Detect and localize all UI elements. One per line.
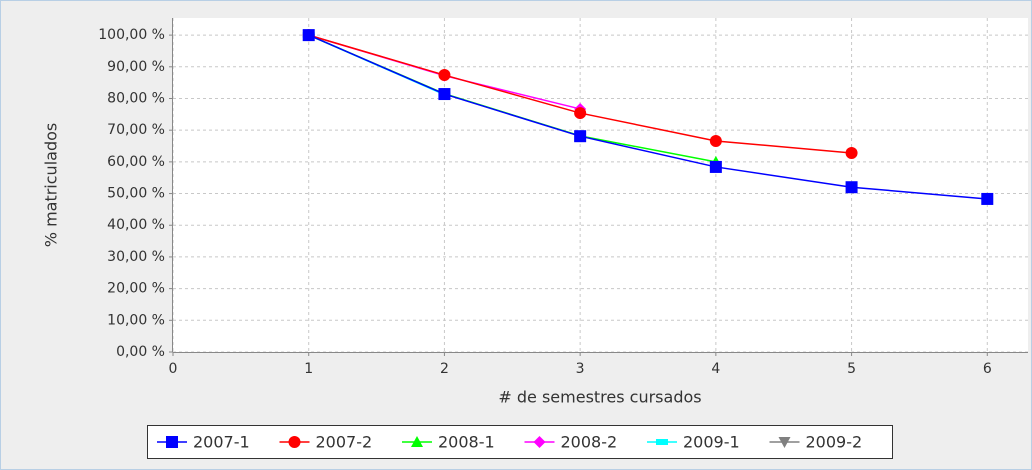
y-tick-label: 30,00 % bbox=[107, 249, 165, 265]
x-tick-label: 5 bbox=[847, 361, 856, 377]
marker bbox=[438, 88, 451, 101]
legend-label: 2008-2 bbox=[561, 433, 618, 452]
x-tick-label: 0 bbox=[169, 361, 178, 377]
marker bbox=[709, 134, 722, 147]
marker bbox=[845, 181, 858, 194]
y-tick-label: 70,00 % bbox=[107, 122, 165, 138]
marker bbox=[981, 192, 994, 205]
x-axis-title: # de semestres cursados bbox=[498, 388, 701, 407]
y-tick-label: 0,00 % bbox=[116, 344, 165, 360]
legend-label: 2009-2 bbox=[806, 433, 863, 452]
marker bbox=[574, 130, 587, 143]
y-tick-label: 60,00 % bbox=[107, 154, 165, 170]
marker bbox=[778, 437, 791, 448]
plot-area bbox=[173, 18, 1028, 352]
series bbox=[302, 29, 994, 205]
x-tick-label: 1 bbox=[304, 361, 313, 377]
marker bbox=[533, 436, 546, 448]
marker bbox=[845, 146, 858, 159]
legend bbox=[147, 425, 893, 459]
series-line bbox=[308, 34, 988, 200]
marker bbox=[302, 29, 315, 42]
legend-label: 2007-1 bbox=[193, 433, 250, 452]
marker bbox=[288, 436, 301, 448]
legend-label: 2007-2 bbox=[316, 433, 373, 452]
y-axis-title: % matriculados bbox=[42, 123, 61, 247]
y-tick-label: 40,00 % bbox=[107, 217, 165, 233]
y-tick-label: 20,00 % bbox=[107, 281, 165, 297]
x-tick-label: 2 bbox=[440, 361, 449, 377]
x-tick-label: 6 bbox=[983, 361, 992, 377]
marker bbox=[709, 160, 722, 173]
y-tick-label: 50,00 % bbox=[107, 186, 165, 202]
y-tick-label: 10,00 % bbox=[107, 312, 165, 328]
y-tick-label: 90,00 % bbox=[107, 59, 165, 75]
x-tick-label: 4 bbox=[711, 361, 720, 377]
legend-label: 2008-1 bbox=[438, 433, 495, 452]
marker bbox=[656, 439, 668, 445]
marker bbox=[411, 436, 423, 447]
y-tick-label: 80,00 % bbox=[107, 90, 165, 106]
legend-label: 2009-1 bbox=[683, 433, 740, 452]
y-tick-label: 100,00 % bbox=[98, 27, 165, 43]
x-tick-label: 3 bbox=[576, 361, 585, 377]
marker bbox=[166, 436, 178, 448]
marker bbox=[438, 69, 451, 82]
marker bbox=[574, 107, 587, 120]
